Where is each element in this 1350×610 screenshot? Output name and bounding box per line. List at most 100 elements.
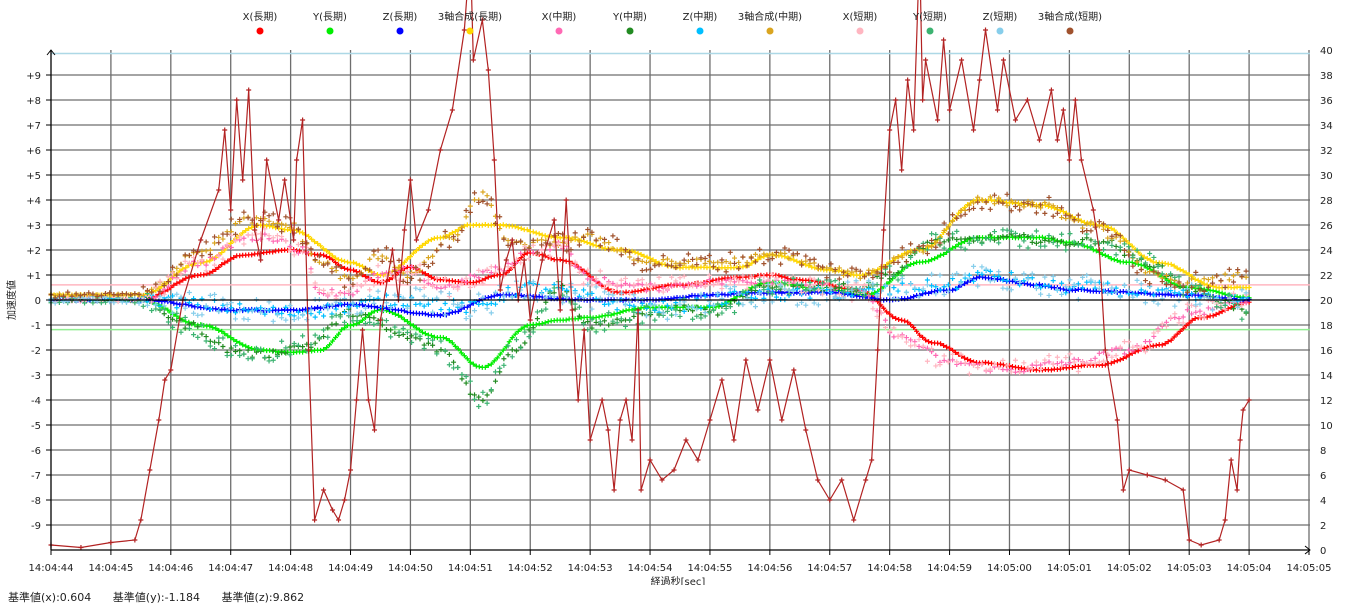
- data-point: [472, 308, 478, 314]
- data-point: [207, 306, 213, 312]
- data-point: [488, 361, 494, 367]
- data-point: [757, 253, 763, 259]
- data-point: [1101, 239, 1107, 245]
- data-point: [476, 364, 482, 370]
- data-point: [1059, 205, 1065, 211]
- data-point: [203, 239, 209, 245]
- data-point: [536, 231, 542, 237]
- data-point: [165, 284, 171, 290]
- data-point: [371, 282, 377, 288]
- data-point: [1075, 212, 1081, 218]
- data-point: [1017, 207, 1023, 213]
- data-point: [329, 314, 335, 320]
- data-point: [1193, 269, 1199, 275]
- data-point: [1168, 276, 1174, 282]
- data-point: [212, 291, 218, 297]
- data-point: [342, 258, 348, 264]
- data-point: [430, 309, 436, 315]
- trace-point: [707, 417, 713, 423]
- data-point: [929, 244, 935, 250]
- data-point: [933, 363, 939, 369]
- data-point: [330, 253, 336, 259]
- data-point: [258, 346, 264, 352]
- data-point: [1063, 290, 1069, 296]
- data-point: [220, 302, 226, 308]
- data-point: [300, 349, 306, 355]
- data-point: [794, 251, 800, 257]
- data-point: [383, 245, 389, 251]
- data-point: [935, 340, 941, 346]
- trace-point: [1237, 437, 1243, 443]
- data-point: [849, 287, 855, 293]
- data-point: [485, 274, 491, 280]
- data-point: [464, 356, 470, 362]
- data-point: [542, 233, 548, 239]
- data-point: [283, 304, 289, 310]
- data-point: [195, 324, 201, 330]
- trace-point: [659, 477, 665, 483]
- data-point: [794, 302, 800, 308]
- x-tick-label: 14:04:45: [88, 563, 133, 574]
- data-point: [1054, 287, 1060, 293]
- data-point: [410, 323, 416, 329]
- trace-point: [138, 517, 144, 523]
- data-point: [776, 273, 782, 279]
- data-point: [363, 278, 368, 284]
- data-point: [1000, 276, 1006, 282]
- data-point: [809, 264, 815, 270]
- data-point: [400, 270, 406, 276]
- data-point: [975, 194, 981, 200]
- data-point: [945, 282, 951, 288]
- x-tick-label: 14:04:44: [29, 563, 74, 574]
- data-point: [1123, 354, 1129, 360]
- data-point: [1021, 204, 1027, 210]
- data-point: [575, 316, 581, 322]
- data-point: [719, 302, 725, 308]
- data-point: [354, 282, 360, 288]
- data-point: [715, 259, 721, 265]
- data-point: [828, 286, 834, 292]
- data-point: [891, 273, 897, 279]
- data-point: [300, 311, 306, 317]
- data-point: [690, 263, 696, 269]
- data-point: [945, 231, 951, 237]
- data-point: [1054, 243, 1060, 249]
- data-point: [614, 307, 620, 313]
- data-point: [979, 361, 985, 367]
- data-point: [237, 352, 243, 358]
- data-point: [887, 311, 893, 317]
- data-point: [656, 312, 662, 318]
- data-point: [497, 351, 503, 357]
- data-point: [505, 238, 511, 244]
- trace-point: [743, 357, 749, 363]
- data-point: [365, 303, 371, 309]
- data-point: [849, 265, 855, 271]
- data-point: [530, 229, 536, 235]
- data-point: [916, 243, 922, 249]
- data-point: [547, 292, 553, 298]
- data-point: [1099, 251, 1105, 257]
- data-point: [168, 285, 174, 291]
- data-point: [413, 301, 419, 307]
- data-point: [908, 250, 914, 256]
- data-point: [388, 305, 394, 311]
- data-point: [1159, 263, 1165, 269]
- data-point: [419, 242, 425, 248]
- data-point: [1171, 281, 1177, 287]
- data-point: [1057, 366, 1063, 372]
- data-point: [425, 301, 431, 307]
- data-point: [908, 337, 914, 343]
- data-point: [1059, 291, 1065, 297]
- data-point: [757, 290, 763, 296]
- data-point: [463, 316, 469, 322]
- data-point: [1180, 314, 1186, 320]
- data-point: [171, 282, 177, 288]
- data-point: [1126, 244, 1132, 250]
- data-point: [1075, 281, 1081, 287]
- data-point: [811, 287, 817, 293]
- data-point: [954, 285, 960, 291]
- data-point: [685, 251, 691, 257]
- data-point: [312, 314, 318, 320]
- data-point: [715, 301, 721, 307]
- data-point: [1071, 281, 1077, 287]
